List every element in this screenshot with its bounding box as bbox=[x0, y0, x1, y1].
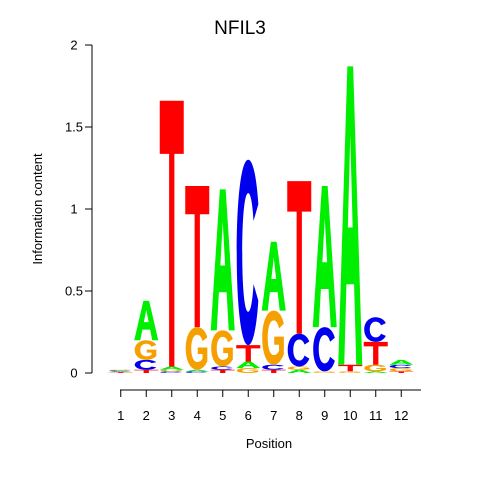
x-tick-label: 6 bbox=[245, 408, 252, 423]
logo-letter-g bbox=[236, 368, 259, 373]
y-tick-label: 2 bbox=[70, 38, 77, 53]
logo-letter-c bbox=[134, 359, 157, 370]
logo-letter-c bbox=[364, 317, 386, 342]
logo-letter-a bbox=[134, 300, 159, 341]
logo-letter-t bbox=[210, 369, 235, 373]
logo-letter-t bbox=[185, 186, 210, 328]
y-tick-label: 0 bbox=[70, 366, 77, 381]
y-tick-label: 1.5 bbox=[65, 120, 83, 135]
logo-letter-t bbox=[261, 369, 286, 373]
logo-letter-c bbox=[287, 333, 310, 367]
logo-letter-c bbox=[236, 159, 259, 346]
x-tick-label: 4 bbox=[194, 408, 201, 423]
x-tick-label: 12 bbox=[394, 408, 408, 423]
x-tick-label: 10 bbox=[343, 408, 357, 423]
logo-letter-c bbox=[389, 364, 412, 369]
logo-letter-c bbox=[109, 370, 131, 372]
logo-letter-a bbox=[389, 359, 414, 365]
logo-letter-g bbox=[160, 369, 182, 372]
x-axis-label: Position bbox=[246, 436, 292, 451]
x-axis-ticks: 1 2 3 4 5 6 7 8 9 10 11 12 bbox=[117, 390, 408, 423]
x-tick-label: 2 bbox=[143, 408, 150, 423]
logo-letter-g bbox=[287, 366, 310, 370]
x-tick-label: 1 bbox=[117, 408, 124, 423]
logo-letter-a bbox=[363, 371, 388, 373]
x-tick-label: 8 bbox=[296, 408, 303, 423]
logo-letter-a bbox=[236, 361, 261, 369]
logo-letter-t bbox=[389, 371, 414, 373]
logo-letter-t bbox=[338, 364, 363, 372]
logo-letter-a bbox=[312, 186, 337, 328]
y-axis-label: Information content bbox=[30, 153, 45, 265]
logo-letter-a bbox=[108, 371, 133, 373]
x-tick-label: 9 bbox=[321, 408, 328, 423]
logo-letter-c bbox=[185, 371, 208, 373]
y-tick-label: 1 bbox=[70, 202, 77, 217]
x-tick-label: 5 bbox=[219, 408, 226, 423]
chart-title: NFIL3 bbox=[214, 18, 266, 39]
logo-letter-g bbox=[364, 364, 386, 372]
logo-letter-g bbox=[338, 371, 361, 373]
logo-letter-t bbox=[236, 345, 261, 362]
logo-letter-c bbox=[160, 371, 182, 373]
logo-letter-g bbox=[109, 369, 131, 371]
logo-letter-g bbox=[134, 340, 157, 360]
logo-letter-g bbox=[262, 310, 284, 365]
y-tick-label: 0.5 bbox=[65, 284, 83, 299]
logo-letter-g bbox=[389, 368, 412, 372]
x-tick-label: 7 bbox=[270, 408, 277, 423]
logo-letter-g bbox=[211, 330, 233, 367]
logo-letter-t bbox=[363, 341, 388, 365]
logo-letter-c bbox=[262, 364, 284, 370]
logo-letter-g bbox=[185, 327, 208, 370]
logo-letter-t bbox=[159, 100, 184, 367]
logo-letter-t bbox=[134, 369, 159, 373]
logo-letter-g bbox=[313, 371, 335, 373]
logo-letter-a bbox=[159, 366, 184, 370]
plot-area bbox=[108, 66, 414, 373]
logo-letter-a bbox=[287, 369, 312, 373]
logo-letter-a bbox=[261, 241, 286, 311]
x-tick-label: 11 bbox=[369, 408, 383, 423]
logo-letter-t bbox=[287, 181, 312, 334]
logo-letter-t bbox=[108, 372, 133, 373]
y-axis-ticks: 0 0.5 1 1.5 2 bbox=[65, 38, 92, 381]
logo-letter-c bbox=[313, 327, 335, 372]
x-tick-label: 3 bbox=[168, 408, 175, 423]
logo-letter-a bbox=[210, 189, 235, 331]
logo-letter-a bbox=[185, 369, 210, 372]
logo-letter-a bbox=[338, 66, 363, 365]
logo-letter-c bbox=[211, 366, 233, 370]
